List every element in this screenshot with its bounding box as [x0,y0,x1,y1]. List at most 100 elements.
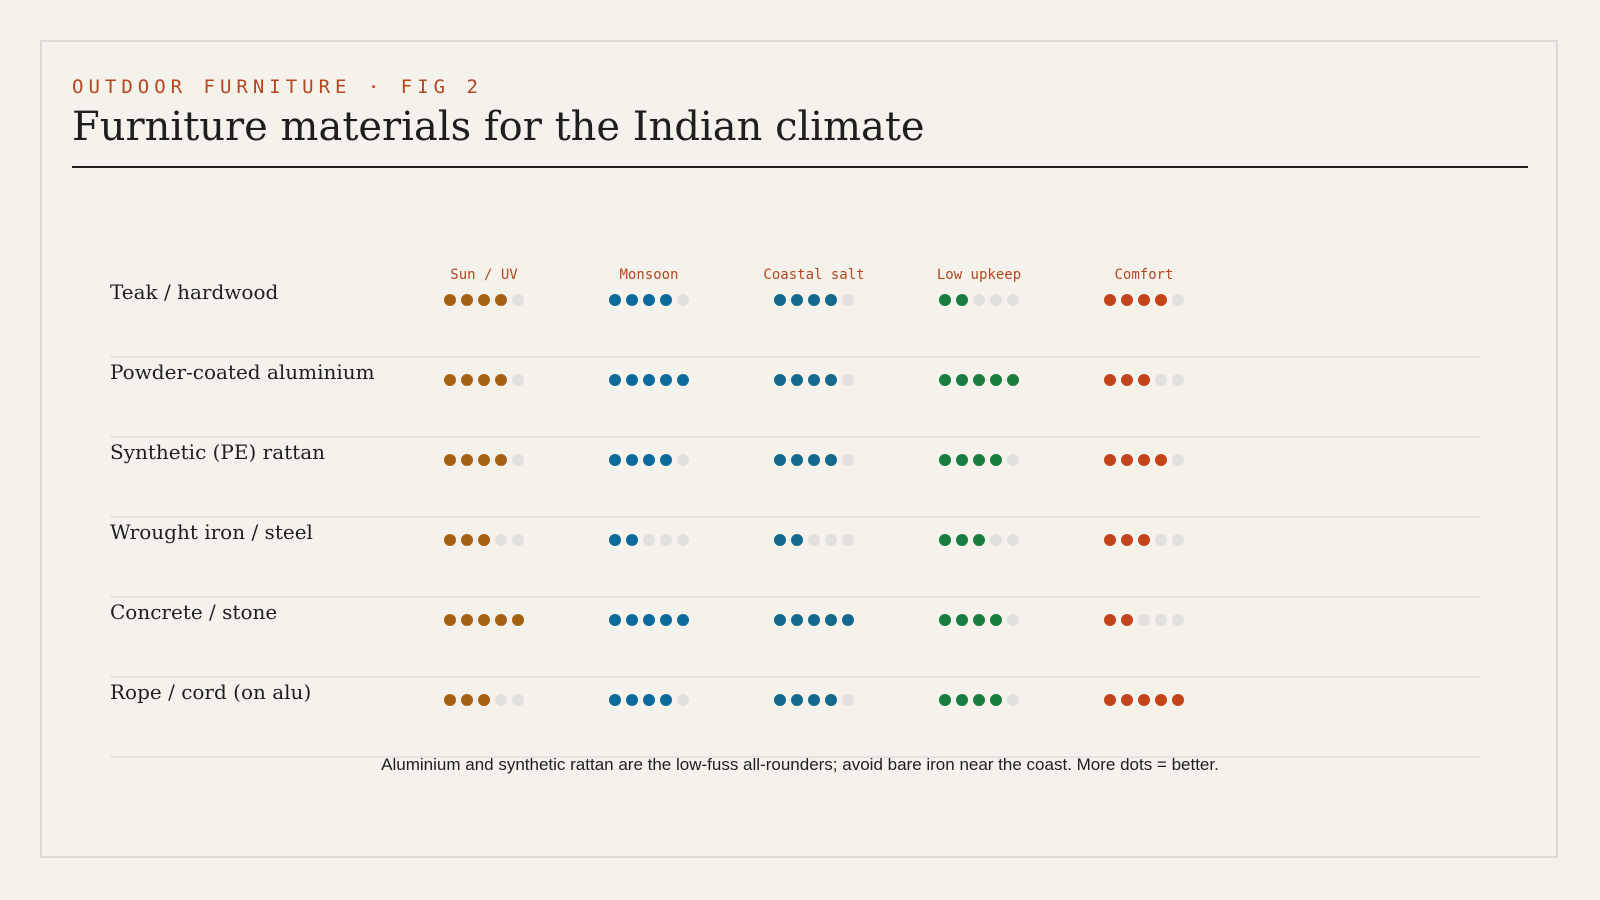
rating-dot-filled [774,694,786,706]
rating-dot-empty [677,534,689,546]
rating-dot-filled [791,534,803,546]
rating-dot-filled [1155,294,1167,306]
rating-dot-filled [1007,374,1019,386]
rating-dot-filled [825,694,837,706]
rating-dot-filled [774,374,786,386]
rating-dot-filled [444,454,456,466]
rating-dot-empty [677,694,689,706]
rating-dot-filled [478,454,490,466]
rating-dot-filled [973,534,985,546]
rating-dot-filled [808,374,820,386]
rating-dot-filled [643,614,655,626]
rating-dot-filled [791,294,803,306]
rating-dot-filled [1138,694,1150,706]
rating-dot-filled [609,454,621,466]
rating-dot-filled [1121,454,1133,466]
rating-dot-empty [842,694,854,706]
rating-dot-filled [495,454,507,466]
rating-dot-filled [660,374,672,386]
row-label: Rope / cord (on alu) [110,680,311,704]
column-header: Sun / UV [450,267,518,283]
rating-dot-filled [956,294,968,306]
figure-frame [40,40,1558,858]
rating-dot-filled [609,694,621,706]
rating-dot-filled [609,614,621,626]
rating-dot-filled [512,614,524,626]
rating-dot-filled [842,614,854,626]
rating-dot-filled [643,454,655,466]
rating-dot-filled [791,374,803,386]
rating-dot-filled [495,374,507,386]
rating-dot-filled [791,454,803,466]
rating-dot-empty [842,374,854,386]
rating-dot-filled [808,454,820,466]
rating-dot-empty [512,374,524,386]
rating-dot-empty [990,534,1002,546]
figure-kicker: OUTDOOR FURNITURE · FIG 2 [72,76,483,98]
rating-dot-filled [1121,614,1133,626]
rating-dot-filled [444,374,456,386]
row-label: Powder-coated aluminium [110,360,375,384]
rating-dot-filled [956,454,968,466]
rating-dot-filled [939,454,951,466]
rating-dot-empty [1172,454,1184,466]
rating-dot-empty [1155,534,1167,546]
rating-dot-filled [1121,694,1133,706]
rating-dot-filled [677,614,689,626]
rating-dot-filled [808,614,820,626]
rating-dot-empty [1007,534,1019,546]
rating-dot-filled [1121,294,1133,306]
rating-dot-filled [774,534,786,546]
rating-dot-filled [990,374,1002,386]
rating-dot-filled [1104,694,1116,706]
title-rule [72,166,1528,168]
rating-dot-empty [808,534,820,546]
rating-dot-filled [1121,374,1133,386]
rating-dot-empty [1155,374,1167,386]
column-header: Monsoon [619,267,678,283]
chart-footnote: Aluminium and synthetic rattan are the l… [381,755,1219,774]
rating-dot-empty [677,294,689,306]
rating-dot-filled [1138,374,1150,386]
rating-dot-filled [939,534,951,546]
rating-dot-filled [939,294,951,306]
rating-dot-empty [1138,614,1150,626]
rating-dot-filled [461,454,473,466]
rating-dot-filled [478,534,490,546]
rating-dot-empty [1007,454,1019,466]
rating-dot-empty [1172,614,1184,626]
rating-dot-empty [842,454,854,466]
rating-dot-filled [677,374,689,386]
rating-dot-filled [461,614,473,626]
rating-dot-filled [461,534,473,546]
rating-dot-filled [626,694,638,706]
rating-dot-filled [626,294,638,306]
column-header: Comfort [1114,267,1173,283]
rating-dot-filled [461,374,473,386]
rating-dot-filled [1138,294,1150,306]
rating-dot-empty [660,534,672,546]
rating-dot-filled [1104,374,1116,386]
rating-dot-filled [495,614,507,626]
rating-dot-filled [973,374,985,386]
rating-dot-empty [1007,694,1019,706]
rating-dot-empty [512,294,524,306]
rating-dot-filled [478,614,490,626]
rating-dot-filled [626,534,638,546]
rating-dot-filled [444,294,456,306]
rating-dot-filled [643,694,655,706]
rating-dot-filled [643,294,655,306]
rating-dot-filled [1104,534,1116,546]
rating-dot-filled [660,614,672,626]
rating-dot-empty [1172,374,1184,386]
rating-dot-empty [990,294,1002,306]
rating-dot-filled [626,614,638,626]
rating-dot-filled [939,694,951,706]
rating-dot-filled [939,374,951,386]
rating-dot-filled [956,534,968,546]
rating-dot-filled [1104,614,1116,626]
rating-dot-filled [973,614,985,626]
rating-dot-empty [1007,294,1019,306]
row-label: Wrought iron / steel [110,520,313,544]
row-label: Teak / hardwood [110,280,278,304]
